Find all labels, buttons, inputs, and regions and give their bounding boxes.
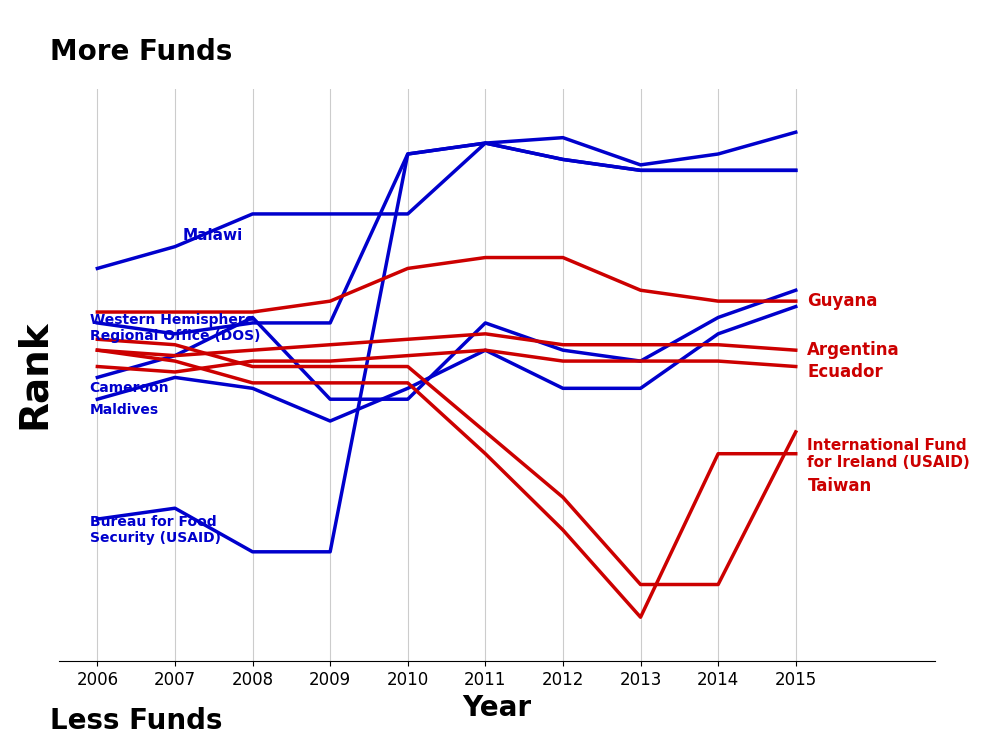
Text: Western Hemisphere
Regional Office (DOS): Western Hemisphere Regional Office (DOS) (90, 314, 260, 344)
Text: Taiwan: Taiwan (807, 478, 872, 496)
Text: International Fund
for Ireland (USAID): International Fund for Ireland (USAID) (807, 437, 970, 470)
Text: Guyana: Guyana (807, 292, 878, 310)
Text: Less Funds: Less Funds (50, 706, 222, 734)
Text: Bureau for Food
Security (USAID): Bureau for Food Security (USAID) (90, 515, 221, 545)
Text: Ecuador: Ecuador (807, 363, 883, 381)
Text: Argentina: Argentina (807, 341, 900, 359)
Text: Maldives: Maldives (90, 403, 159, 417)
Y-axis label: Rank: Rank (15, 320, 53, 430)
Text: Malawi: Malawi (183, 228, 243, 243)
Text: Cameroon: Cameroon (90, 381, 169, 395)
X-axis label: Year: Year (462, 694, 532, 722)
Text: More Funds: More Funds (50, 38, 232, 66)
